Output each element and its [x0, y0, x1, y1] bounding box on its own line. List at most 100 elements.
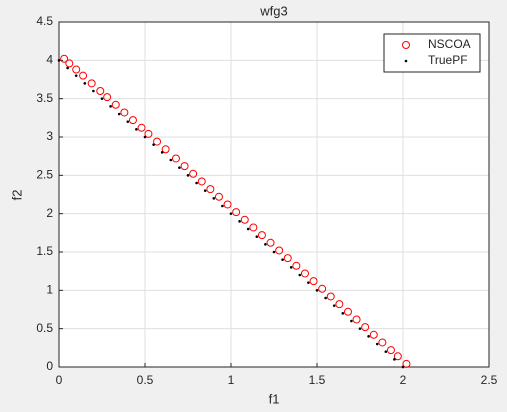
point — [60, 54, 69, 63]
y-tick-label: 3 — [46, 129, 53, 143]
point — [152, 143, 155, 146]
point — [264, 243, 267, 246]
y-axis-label: f2 — [9, 190, 24, 201]
point — [324, 296, 327, 300]
point — [332, 304, 336, 307]
point — [315, 289, 319, 292]
point — [229, 212, 233, 215]
point — [249, 223, 258, 232]
point — [214, 192, 223, 201]
x-tick-label: 1 — [228, 373, 235, 387]
point — [83, 82, 87, 85]
point — [283, 254, 292, 263]
point — [189, 169, 198, 178]
point — [257, 231, 266, 240]
point — [341, 312, 345, 315]
legend-label: TruePF — [428, 53, 468, 67]
point — [384, 350, 388, 353]
point — [195, 181, 198, 185]
y-tick-label: 1.5 — [36, 244, 53, 258]
point — [318, 284, 327, 293]
point — [153, 137, 162, 146]
x-tick-label: 2 — [400, 373, 407, 387]
legend-marker — [404, 59, 408, 63]
point — [375, 342, 379, 346]
point — [361, 323, 370, 332]
point — [186, 174, 190, 177]
point — [57, 59, 61, 62]
point — [292, 261, 301, 270]
point — [240, 215, 249, 224]
point — [402, 359, 411, 368]
point — [137, 123, 146, 132]
point — [289, 266, 293, 269]
y-tick-label: 3.5 — [36, 91, 53, 105]
y-tick-label: 2.5 — [36, 168, 53, 182]
point — [343, 307, 352, 316]
point — [309, 277, 318, 286]
point — [66, 66, 69, 70]
point — [103, 93, 112, 102]
x-tick-label: 1.5 — [309, 373, 326, 387]
point — [401, 365, 405, 369]
point — [378, 338, 387, 347]
y-tick-label: 0.5 — [36, 321, 53, 335]
point — [143, 135, 147, 139]
point — [203, 189, 207, 192]
point — [369, 330, 378, 339]
y-tick-label: 2 — [46, 206, 53, 220]
point — [128, 116, 137, 125]
point — [171, 154, 180, 163]
point — [246, 227, 250, 231]
point — [281, 258, 284, 261]
point — [160, 151, 164, 154]
point — [352, 315, 361, 324]
point — [238, 220, 241, 223]
point — [358, 327, 362, 330]
point — [307, 281, 310, 284]
chart-title: wfg3 — [259, 3, 287, 18]
y-tick-label: 0 — [46, 359, 53, 373]
plot-area — [59, 22, 489, 367]
point — [65, 59, 74, 68]
point — [87, 79, 96, 88]
point — [266, 238, 275, 247]
legend-marker — [402, 41, 410, 49]
point — [393, 358, 396, 361]
point — [386, 346, 395, 355]
point — [117, 112, 121, 116]
point — [111, 100, 120, 109]
point — [109, 105, 112, 108]
point — [120, 108, 129, 117]
y-tick-label: 1 — [46, 283, 53, 297]
point — [232, 208, 241, 217]
point — [393, 352, 402, 361]
point — [100, 97, 104, 100]
point — [79, 71, 88, 80]
point — [335, 300, 344, 309]
point — [169, 158, 173, 162]
x-axis-label: f1 — [269, 391, 280, 406]
axes-box — [58, 21, 490, 368]
point — [300, 269, 309, 278]
point — [96, 87, 105, 95]
point — [298, 273, 302, 277]
legend-box — [383, 33, 481, 73]
point — [161, 145, 170, 154]
point — [275, 246, 284, 255]
point — [197, 177, 206, 186]
y-tick-label: 4.5 — [36, 14, 53, 28]
legend-label: NSCOA — [428, 37, 471, 51]
point — [221, 204, 224, 208]
point — [223, 200, 232, 209]
point — [74, 74, 78, 77]
point — [144, 129, 153, 138]
x-tick-label: 2.5 — [481, 373, 498, 387]
point — [180, 162, 189, 171]
point — [135, 128, 138, 131]
point — [272, 250, 276, 254]
point — [126, 120, 130, 123]
point — [367, 335, 370, 338]
point — [72, 65, 81, 74]
